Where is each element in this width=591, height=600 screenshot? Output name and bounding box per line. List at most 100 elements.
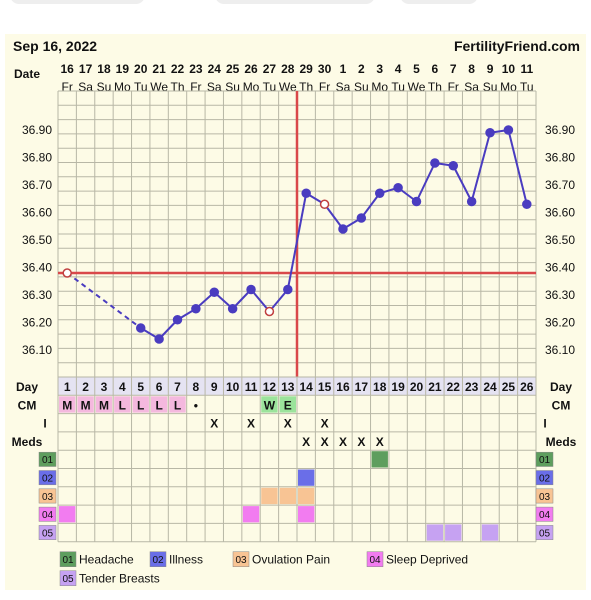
bbt-chart: Date 16Fr17Sa18Su19Mo20Tu21We22Th23Fr24Sa… [12, 62, 577, 586]
meds-mark: X [376, 435, 384, 449]
date-label: 25 [226, 62, 240, 76]
y-tick-label: 36.90 [22, 123, 52, 137]
date-label: 3 [376, 62, 383, 76]
cycle-day-number: 1 [64, 380, 71, 394]
weekday-label: Mo [500, 80, 517, 94]
weekday-label: Sa [464, 80, 479, 94]
weekday-label: Fr [62, 80, 73, 94]
meds-mark: X [302, 435, 310, 449]
cm-row-label: CM [18, 398, 37, 412]
temp-line-segment [415, 162, 436, 202]
cm-value: L [174, 398, 181, 412]
temp-point [191, 304, 201, 314]
symptom-cell [279, 487, 296, 505]
temp-point [246, 284, 256, 295]
legend-label: Ovulation Pain [252, 553, 330, 567]
legend-label: Sleep Deprived [386, 553, 468, 567]
cm-cell [114, 396, 131, 413]
legend-swatch [149, 551, 167, 567]
toolbar-tab[interactable] [215, 0, 375, 4]
symptom-code: 04 [42, 510, 54, 521]
cm-value: M [99, 398, 109, 412]
i-row-label: I [43, 417, 46, 431]
temp-point [356, 213, 367, 223]
weekday-label: Mo [114, 80, 131, 94]
weekday-label: Su [225, 80, 240, 94]
symptom-code: 01 [42, 455, 54, 466]
symptom-code-badge [38, 525, 57, 540]
cycle-day-number: 5 [137, 380, 144, 394]
date-label: 11 [520, 62, 533, 76]
legend-code: 04 [369, 555, 381, 566]
date-label: 23 [189, 62, 203, 76]
temp-point [485, 128, 495, 138]
date-label: 8 [468, 62, 475, 76]
cm-value: L [137, 398, 144, 412]
symptom-code: 03 [539, 492, 551, 503]
date-label: 5 [413, 62, 420, 76]
meds-mark: X [321, 435, 329, 449]
date-label: 16 [61, 62, 75, 76]
cycle-day-number: 26 [520, 380, 534, 394]
cycle-day-number: 15 [318, 380, 332, 394]
y-tick-label: 36.50 [22, 233, 52, 247]
site-name: FertilityFriend.com [453, 38, 580, 54]
temp-line-segment [268, 288, 289, 313]
y-tick-label: 36.40 [545, 261, 575, 275]
cycle-day-number: 23 [465, 380, 479, 394]
symptom-cell [445, 524, 462, 541]
y-tick-label: 36.20 [22, 316, 52, 330]
cm-cell [95, 396, 113, 413]
temp-line-segment [360, 192, 381, 219]
y-tick-label: 36.30 [545, 288, 575, 302]
cm-row-label: CM [552, 398, 571, 412]
weekday-label: Sa [207, 80, 222, 94]
legend-label: Headache [79, 553, 134, 567]
symptom-cell [298, 487, 315, 505]
weekday-label: Tu [520, 80, 534, 94]
temp-line-segment [286, 193, 308, 290]
y-tick-label: 36.50 [545, 233, 575, 247]
cycle-day-number: 14 [300, 380, 314, 394]
temp-point [522, 199, 532, 209]
date-label: 7 [450, 62, 457, 76]
cycle-day-number: 19 [391, 380, 405, 394]
toolbar-tab[interactable] [10, 0, 145, 4]
legend-code: 02 [152, 555, 164, 566]
date-row-label: Date [14, 67, 40, 81]
date-label: 26 [244, 62, 258, 76]
symptom-code: 05 [42, 528, 54, 539]
day-row-label: Day [16, 380, 38, 394]
symptom-cell [298, 469, 315, 486]
symptom-code-badge [38, 451, 57, 467]
cm-value: W [264, 398, 276, 412]
temp-point [393, 183, 403, 193]
weekday-label: Sa [78, 80, 93, 94]
cycle-day-number: 16 [336, 380, 350, 394]
weekday-label: Th [170, 80, 184, 94]
weekday-label: We [408, 80, 426, 94]
symptom-code-badge [38, 470, 57, 486]
symptom-code: 05 [539, 528, 551, 539]
weekday-label: We [279, 80, 297, 94]
cycle-day-number: 4 [119, 380, 126, 394]
cm-cell [77, 396, 94, 413]
weekday-label: Su [354, 80, 369, 94]
temp-point [135, 323, 146, 333]
cycle-day-number: 13 [281, 380, 295, 394]
weekday-label: Mo [243, 80, 260, 94]
temp-point [264, 306, 275, 317]
date-label: 2 [358, 62, 365, 76]
temp-point [374, 188, 385, 198]
symptom-code-badge [535, 451, 554, 467]
date-label: 22 [171, 62, 185, 76]
weekday-label: Mo [371, 80, 388, 94]
toolbar-tab[interactable] [400, 0, 478, 4]
legend-label: Illness [169, 553, 203, 567]
temp-point [448, 161, 459, 171]
meds-row-label: Meds [12, 435, 43, 449]
cm-cell [150, 396, 168, 413]
cycle-day-number: 20 [410, 380, 424, 394]
legend-code: 03 [235, 555, 247, 566]
date-label: 29 [300, 62, 314, 76]
